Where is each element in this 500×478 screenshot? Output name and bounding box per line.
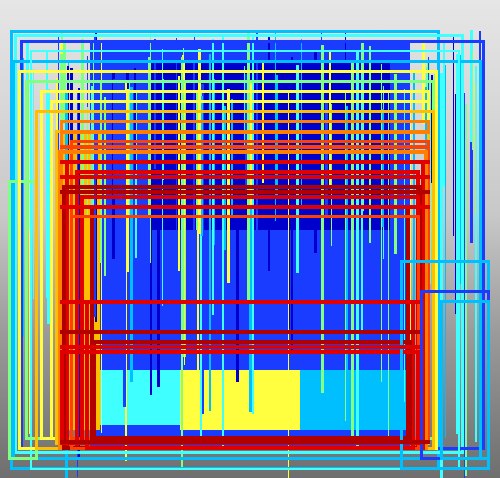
heat-stripe <box>405 66 406 295</box>
heat-stripe <box>184 62 185 365</box>
heat-stripe <box>176 38 177 351</box>
heat-band <box>60 190 430 194</box>
heat-band <box>60 345 420 349</box>
heat-stripe <box>144 77 147 158</box>
heat-stripe <box>404 89 405 402</box>
heat-stripe <box>249 102 252 412</box>
heat-band <box>60 160 430 164</box>
heat-stripe <box>150 92 152 395</box>
heat-stripe <box>78 88 80 457</box>
heat-stripe <box>388 91 389 441</box>
heat-stripe <box>351 61 354 438</box>
heat-stripe <box>288 91 289 478</box>
heat-stripe <box>394 74 397 254</box>
heat-stripe <box>325 103 328 215</box>
heat-stripe <box>222 36 224 446</box>
heat-stripe <box>345 91 346 421</box>
heat-stripe <box>464 93 465 478</box>
heat-stripe <box>356 52 359 448</box>
heat-stripe <box>413 70 415 421</box>
heat-stripe <box>162 79 164 180</box>
heat-stripe <box>346 106 348 393</box>
detection-box <box>440 300 490 460</box>
heat-stripe <box>247 32 250 303</box>
heat-stripe <box>231 99 233 215</box>
heat-stripe <box>361 72 363 331</box>
heat-stripe <box>470 79 473 243</box>
heat-region-cyan <box>100 370 180 425</box>
heat-stripe <box>181 57 183 469</box>
heat-stripe <box>252 36 254 414</box>
heat-stripe <box>154 42 156 169</box>
heat-band <box>60 130 430 134</box>
heat-band <box>60 440 430 444</box>
heat-band <box>60 175 430 179</box>
heat-stripe <box>194 37 195 293</box>
heat-stripe <box>410 90 411 363</box>
heat-stripe <box>256 32 258 244</box>
heat-stripe <box>201 84 204 414</box>
heat-stripe <box>429 83 431 284</box>
heat-band <box>60 205 430 209</box>
heat-stripe <box>29 72 30 434</box>
heat-stripe <box>381 64 382 382</box>
heat-stripe <box>128 83 130 216</box>
heat-stripe <box>58 35 59 178</box>
heat-stripe <box>250 80 252 209</box>
heat-stripe <box>459 55 461 284</box>
heat-stripe <box>134 68 136 170</box>
heat-stripe <box>453 37 454 236</box>
heat-stripe <box>321 45 324 393</box>
heat-stripe <box>470 30 473 142</box>
heat-stripe <box>369 46 371 243</box>
heat-stripe <box>201 96 203 236</box>
detection-box <box>14 34 464 454</box>
heat-stripe <box>445 65 446 438</box>
heat-stripe <box>96 41 98 177</box>
heat-stripe <box>130 87 133 382</box>
heat-region-cyan-right <box>300 370 410 430</box>
heat-stripe <box>197 102 199 416</box>
detection-box <box>60 350 420 445</box>
heat-stripe <box>209 54 211 411</box>
heat-stripe <box>425 87 427 184</box>
heat-stripe <box>123 92 126 407</box>
heat-stripe <box>455 94 456 314</box>
heat-band <box>60 300 420 304</box>
heat-stripe <box>148 57 150 215</box>
heat-stripe <box>296 65 299 273</box>
heat-stripe <box>475 82 476 214</box>
heat-stripe <box>382 109 384 227</box>
heat-stripe <box>440 73 443 478</box>
heat-stripe <box>33 69 34 299</box>
detection-box <box>92 340 412 440</box>
heat-band <box>60 330 420 334</box>
heat-stripe <box>262 63 264 183</box>
heat-stripe <box>236 72 239 382</box>
heat-stripe <box>157 105 160 387</box>
heat-band <box>60 145 430 149</box>
heat-stripe <box>472 51 473 150</box>
heat-stripe <box>456 54 459 434</box>
heat-stripe <box>200 90 202 436</box>
heat-stripe <box>113 79 115 199</box>
heat-stripe <box>422 43 425 124</box>
heat-stripe <box>443 43 445 186</box>
heat-stripe <box>291 57 293 351</box>
heat-stripe <box>127 89 129 272</box>
heat-stripe <box>47 89 50 324</box>
heat-stripe <box>125 80 127 461</box>
heat-stripe <box>244 66 245 147</box>
heat-stripe <box>275 75 278 197</box>
heat-stripe <box>46 50 48 298</box>
heat-stripe <box>475 66 477 442</box>
heat-stripe <box>23 58 24 337</box>
